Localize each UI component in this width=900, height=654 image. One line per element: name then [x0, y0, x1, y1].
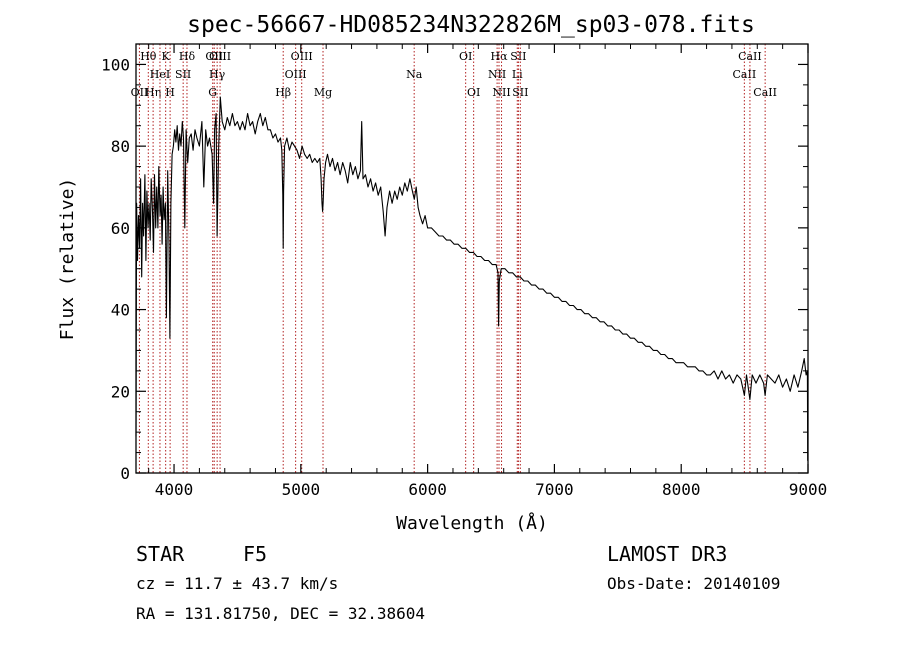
spectrum-line-0 [135, 96, 809, 461]
axis-ticks: 4000 5000 6000 7000 8000 9000 0 20 40 60 80 100 [101, 44, 827, 499]
line-marker-label: Hθ [140, 50, 157, 63]
line-marker-label: Hβ [275, 86, 291, 99]
line-marker-label: Na [406, 68, 423, 81]
line-marker-label: NII [488, 68, 506, 81]
y-tick-label: 0 [120, 464, 130, 483]
line-marker-label: SII [510, 50, 526, 63]
y-axis-label: Flux (relative) [57, 178, 78, 341]
line-marker-label: OIII [209, 50, 231, 63]
y-tick-label: 80 [111, 137, 130, 156]
x-tick-label: 4000 [155, 480, 194, 499]
plot-frame [135, 43, 809, 474]
line-marker-label: OIII [291, 50, 313, 63]
line-marker-label: NII [492, 86, 510, 99]
line-marker-label: CaII [738, 50, 762, 63]
object-type-label: STAR [136, 542, 185, 566]
line-marker-label: OIII [285, 68, 307, 81]
line-marker-label: CaII [733, 68, 757, 81]
spectrum-series [135, 96, 809, 461]
y-tick-label: 60 [111, 219, 130, 238]
coordinates-label: RA = 131.81750, DEC = 32.38604 [136, 604, 425, 623]
x-tick-label: 8000 [662, 480, 701, 499]
x-tick-label: 9000 [789, 480, 828, 499]
y-tick-label: 40 [111, 301, 130, 320]
line-marker-label: OI [467, 86, 480, 99]
x-tick-label: 5000 [282, 480, 321, 499]
line-marker-label: CaII [753, 86, 777, 99]
line-marker-label: OII [205, 50, 223, 63]
velocity-label: cz = 11.7 ± 43.7 km/s [136, 574, 338, 593]
line-marker-label: SII [512, 86, 528, 99]
x-tick-label: 6000 [408, 480, 447, 499]
obs-date-label: Obs-Date: 20140109 [607, 574, 780, 593]
x-axis-label: Wavelength (Å) [396, 512, 548, 534]
y-tick-label: 100 [101, 55, 130, 74]
line-marker-label: Hη [145, 86, 161, 99]
line-marker-label: G [208, 86, 217, 99]
line-marker-label: Li [512, 68, 523, 81]
line-markers: HθOIIHηHeIKHSIIHδGOIIHγOIIIHβOIIIOIIIMgN… [131, 44, 777, 473]
line-marker-label: OII [131, 86, 149, 99]
line-marker-label: OI [459, 50, 472, 63]
line-marker-label: Mg [314, 86, 332, 99]
survey-label: LAMOST DR3 [607, 542, 727, 566]
y-tick-label: 20 [111, 382, 130, 401]
line-marker-label: SII [175, 68, 191, 81]
line-marker-label: Hγ [209, 68, 226, 81]
line-marker-label: H [165, 86, 175, 99]
spectral-subclass-label: F5 [243, 542, 267, 566]
line-marker-label: K [162, 50, 171, 63]
chart-title: spec-56667-HD085234N322826M_sp03-078.fit… [187, 12, 755, 38]
line-marker-label: Hα [490, 50, 508, 63]
x-tick-label: 7000 [535, 480, 574, 499]
line-marker-label: Hδ [179, 50, 196, 63]
line-marker-label: HeI [150, 68, 170, 81]
